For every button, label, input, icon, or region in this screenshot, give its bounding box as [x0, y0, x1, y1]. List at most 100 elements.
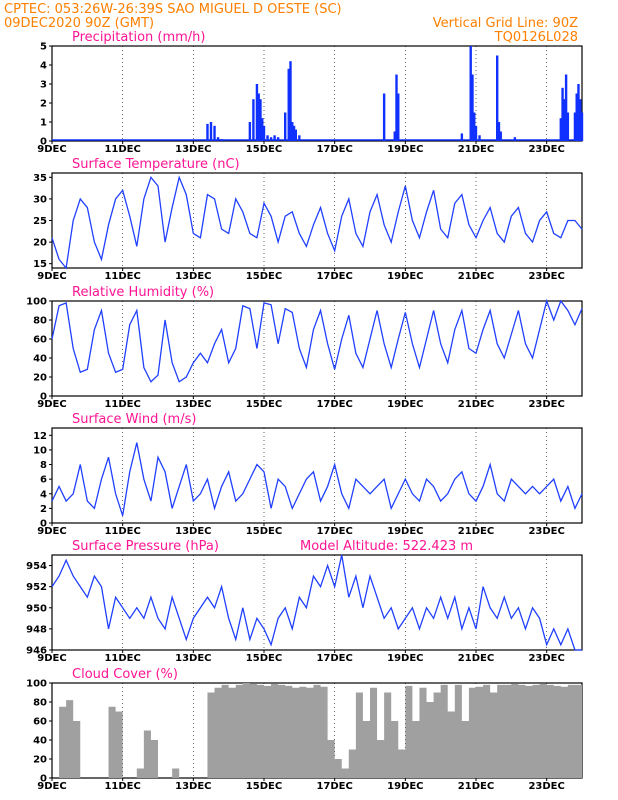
- pressure-y-tick-label: 950: [26, 603, 47, 614]
- pressure-y-tick-label: 952: [26, 582, 47, 593]
- precip-bar: [287, 68, 290, 141]
- pressure-panel: Surface Pressure (hPa) Model Altitude: 5…: [26, 539, 583, 664]
- cloud-x-tick-label: 9DEC: [37, 781, 66, 792]
- precip-bar: [257, 93, 260, 141]
- precip-x-tick-label: 23DEC: [528, 144, 564, 155]
- precip-x-tick-label: 15DEC: [246, 144, 282, 155]
- humidity-y-tick-label: 100: [26, 297, 47, 308]
- pressure-title: Surface Pressure (hPa): [72, 539, 219, 554]
- header-model-code: TQ0126L028: [494, 30, 578, 45]
- precip-bar: [269, 137, 273, 141]
- wind-x-tick-label: 15DEC: [246, 526, 282, 537]
- humidity-y-tick-label: 0: [40, 392, 47, 403]
- humidity-x-tick-label: 11DEC: [104, 399, 140, 410]
- precip-bar: [294, 129, 297, 141]
- precip-bar: [289, 61, 292, 142]
- precip-bar: [259, 99, 262, 141]
- temperature-title: Surface Temperature (nC): [72, 157, 240, 172]
- temp-series-line: [51, 175, 583, 270]
- precip-bar: [559, 118, 562, 141]
- precip-y-tick-label: 2: [40, 99, 47, 110]
- cloud-y-tick-label: 100: [26, 679, 47, 690]
- precip-bar: [561, 87, 564, 141]
- precip-bar: [273, 135, 276, 141]
- precip-plot-frame: [51, 45, 583, 142]
- precip-bar: [266, 135, 269, 141]
- humidity-x-tick-label: 19DEC: [387, 399, 423, 410]
- precip-x-tick-label: 11DEC: [104, 144, 140, 155]
- wind-x-tick-label: 9DEC: [37, 526, 66, 537]
- temp-x-tick-label: 11DEC: [104, 271, 140, 282]
- precip-bar: [471, 74, 474, 141]
- precip-y-tick-label: 0: [40, 137, 47, 148]
- wind-series-line: [51, 442, 583, 516]
- cloud-y-tick-label: 40: [33, 736, 47, 747]
- wind-x-tick-label: 21DEC: [458, 526, 494, 537]
- temp-y-tick-label: 20: [33, 238, 47, 249]
- humidity-series-line: [51, 298, 583, 383]
- pressure-x-tick-label: 17DEC: [316, 653, 352, 664]
- humidity-plot-frame: [51, 300, 583, 397]
- wind-x-tick-label: 11DEC: [104, 526, 140, 537]
- wind-y-tick-label: 8: [40, 460, 47, 471]
- pressure-x-tick-label: 21DEC: [458, 653, 494, 664]
- temp-y-tick-label: 25: [33, 216, 47, 227]
- temp-y-tick-label: 35: [33, 173, 47, 184]
- pressure-plot-frame: [51, 554, 583, 651]
- precip-bar: [566, 112, 570, 141]
- cloud-x-tick-label: 17DEC: [316, 781, 352, 792]
- pressure-x-tick-label: 11DEC: [104, 653, 140, 664]
- pressure-y-tick-label: 946: [26, 646, 47, 657]
- precip-bar: [252, 99, 255, 141]
- cloud-x-tick-label: 19DEC: [387, 781, 423, 792]
- wind-y-tick-label: 12: [33, 431, 47, 442]
- cloud-x-tick-label: 21DEC: [458, 781, 494, 792]
- precip-bar: [393, 131, 396, 141]
- wind-panel: Surface Wind (m/s) 9DEC 11DEC 13DEC 15DEC 17…: [33, 412, 583, 537]
- header-grid-note: Vertical Grid Line: 90Z: [433, 16, 578, 31]
- precip-bar: [261, 118, 264, 141]
- precip-x-tick-label: 17DEC: [316, 144, 352, 155]
- precip-bar: [496, 55, 499, 141]
- temp-x-tick-label: 13DEC: [175, 271, 211, 282]
- humidity-x-tick-label: 17DEC: [316, 399, 352, 410]
- precip-x-tick-label: 13DEC: [175, 144, 211, 155]
- cloud-y-tick-label: 0: [40, 774, 47, 785]
- cloud-x-tick-label: 15DEC: [246, 781, 282, 792]
- header-date: 09DEC2020 90Z (GMT): [4, 16, 154, 31]
- pressure-x-tick-label: 15DEC: [246, 653, 282, 664]
- pressure-y-tick-label: 948: [26, 624, 47, 635]
- temp-x-tick-label: 19DEC: [387, 271, 423, 282]
- header-location: CPTEC: 053:26W-26:39S SAO MIGUEL D OESTE…: [4, 2, 342, 17]
- wind-plot-frame: [51, 427, 583, 524]
- humidity-y-tick-label: 60: [33, 335, 47, 346]
- humidity-x-tick-label: 9DEC: [37, 399, 66, 410]
- cloud-y-tick-label: 80: [33, 698, 47, 709]
- precip-x-tick-label: 19DEC: [387, 144, 423, 155]
- precip-bar: [563, 99, 566, 141]
- humidity-panel: Relative Humidity (%) 9DEC 11DEC 13DEC 15DE…: [26, 285, 583, 410]
- cloud-cover-title: Cloud Cover (%): [72, 667, 178, 682]
- precip-bar: [460, 133, 464, 141]
- temp-y-tick-label: 15: [33, 259, 47, 270]
- precip-bar: [580, 112, 584, 141]
- precip-x-tick-label: 21DEC: [458, 144, 494, 155]
- wind-x-tick-label: 23DEC: [528, 526, 564, 537]
- cloud-x-tick-label: 13DEC: [175, 781, 211, 792]
- precip-x-tick-label: 9DEC: [37, 144, 66, 155]
- cloud-x-tick-label: 11DEC: [104, 781, 140, 792]
- wind-x-tick-label: 13DEC: [175, 526, 211, 537]
- precip-bar: [291, 122, 294, 141]
- humidity-x-tick-label: 13DEC: [175, 399, 211, 410]
- precip-bar: [284, 112, 287, 141]
- temp-x-tick-label: 9DEC: [37, 271, 66, 282]
- wind-y-tick-label: 0: [40, 519, 47, 530]
- humidity-x-tick-label: 15DEC: [246, 399, 282, 410]
- precip-y-tick-label: 4: [40, 61, 47, 72]
- pressure-x-tick-label: 9DEC: [37, 653, 66, 664]
- wind-title: Surface Wind (m/s): [72, 412, 196, 427]
- precip-y-tick-label: 5: [40, 42, 47, 53]
- precip-y-tick-label: 3: [40, 80, 47, 91]
- wind-y-tick-label: 6: [40, 475, 47, 486]
- humidity-x-tick-label: 23DEC: [528, 399, 564, 410]
